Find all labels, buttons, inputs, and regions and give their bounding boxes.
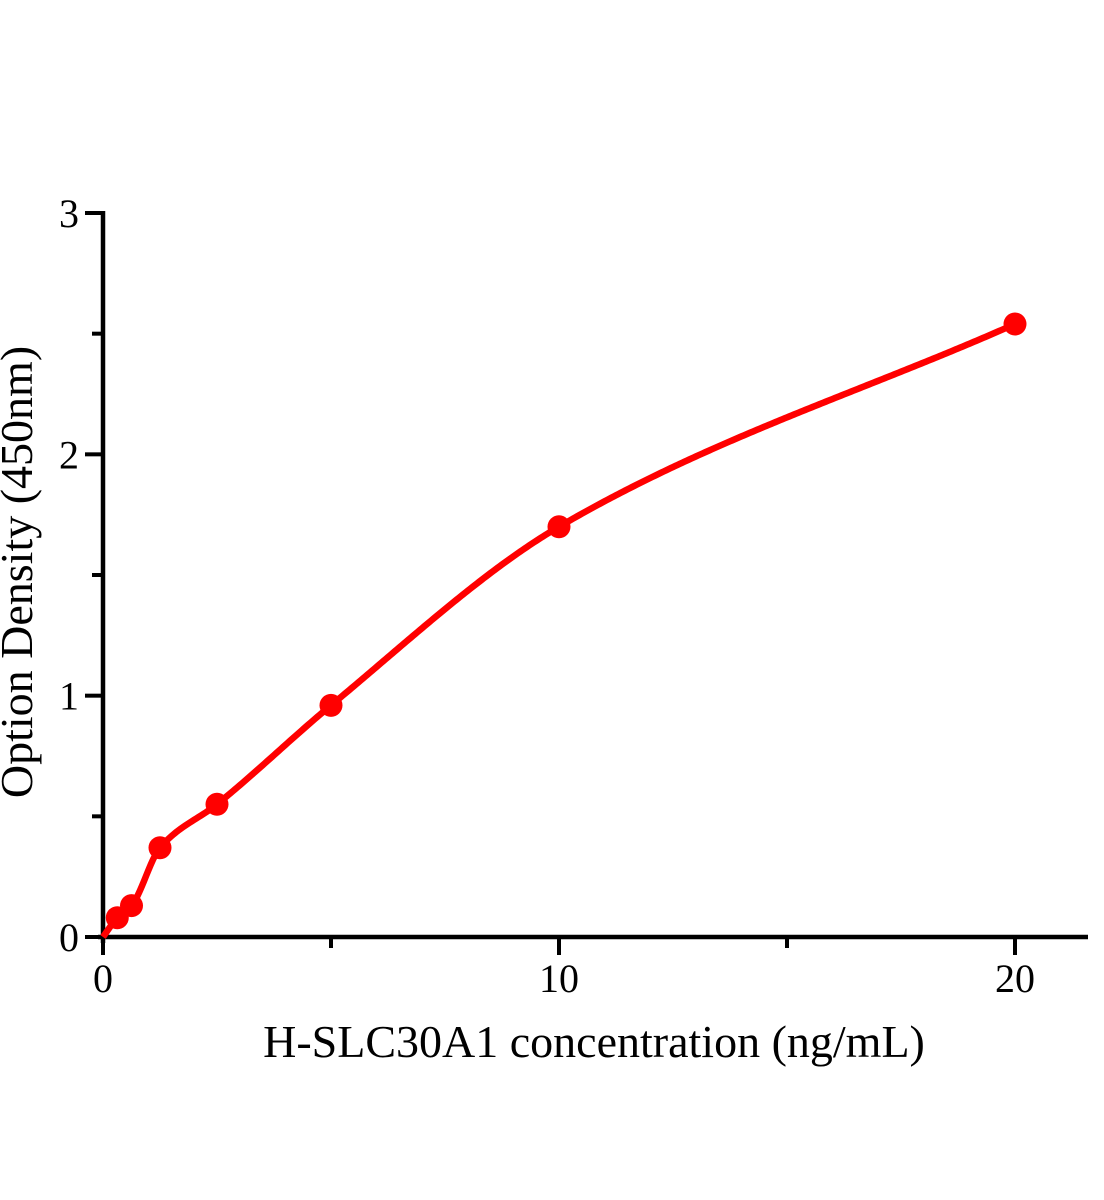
data-point (547, 515, 571, 539)
y-tick-label: 2 (59, 432, 79, 477)
x-axis-label: H-SLC30A1 concentration (ng/mL) (263, 1016, 925, 1067)
x-tick-label: 0 (93, 956, 113, 1001)
y-tick-label: 1 (59, 674, 79, 719)
axes-layer: 0 10 20 0 1 2 3 (59, 191, 1088, 1001)
data-point (205, 792, 229, 816)
data-point (319, 693, 343, 717)
y-tick-label: 0 (59, 915, 79, 960)
x-tick-label: 10 (539, 956, 579, 1001)
data-point (120, 894, 143, 918)
y-tick-label: 3 (59, 191, 79, 236)
data-point (148, 836, 172, 860)
fit-curve (100, 321, 1017, 939)
plot-layer (100, 312, 1027, 939)
data-point (1003, 312, 1027, 336)
x-tick-label: 20 (995, 956, 1035, 1001)
y-axis-label: Option Density (450nm) (0, 346, 42, 798)
